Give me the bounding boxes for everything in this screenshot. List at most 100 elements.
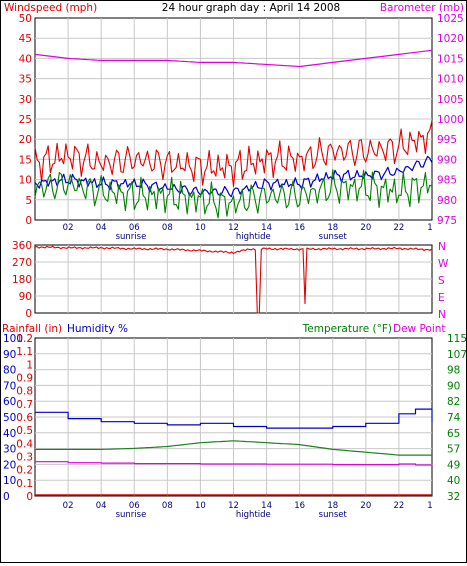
windspeed-tick-label: 10 [19, 175, 32, 187]
windspeed-tick-label: 45 [19, 33, 32, 45]
wind-hour-label: 04 [96, 223, 107, 233]
direction-degree-tick-label: 270 [12, 257, 32, 269]
wind-hour-label: 10 [195, 223, 206, 233]
temperature-tick-label: 49 [447, 459, 460, 471]
dewpoint-axis-title: Dew Point [393, 323, 446, 335]
humidity-tick-label: 40 [3, 428, 16, 440]
barometer-tick-label: 995 [437, 134, 457, 146]
barometer-line [34, 49, 433, 68]
temperature-tick-label: 74 [447, 412, 461, 424]
temperature-tick-label: 115 [447, 333, 466, 345]
windspeed-tick-label: 25 [19, 114, 32, 126]
climate-hour-label: 18 [327, 501, 338, 511]
climate-hour-label: 04 [96, 501, 107, 511]
wind-gust-line [34, 169, 433, 219]
temperature-axis-title: Temperature (°F) [302, 323, 392, 335]
humidity-line [35, 408, 433, 429]
windspeed-axis-title: Windspeed (mph) [4, 2, 97, 14]
direction-degree-tick-label: 90 [19, 291, 32, 303]
climate-event-label: sunset [319, 510, 348, 520]
windspeed-tick-label: 0 [25, 215, 32, 227]
humidity-tick-label: 70 [3, 380, 16, 392]
rainfall-tick-label: 1.2 [16, 333, 33, 345]
barometer-tick-label: 990 [437, 154, 457, 166]
rainfall-tick-label: 0.5 [16, 425, 33, 437]
humidity-tick-label: 0 [3, 491, 10, 503]
wind-hour-label: 14 [261, 223, 272, 233]
rainfall-tick-label: 0.4 [16, 438, 33, 450]
wind-hour-label: 08 [162, 223, 173, 233]
wind-event-label: sunrise [116, 232, 147, 242]
windspeed-tick-label: 20 [19, 134, 32, 146]
direction-compass-tick-label: N [438, 241, 446, 253]
climate-hour-label: 22 [394, 501, 405, 511]
temperature-tick-label: 65 [447, 428, 460, 440]
humidity-axis-title: Humidity % [67, 323, 128, 335]
wind-hour-label: 1 [427, 223, 432, 233]
wind-direction-line [34, 245, 433, 314]
rainfall-tick-label: 0.9 [16, 373, 33, 385]
wind-speed-line [34, 120, 433, 187]
humidity-tick-label: 10 [3, 475, 16, 487]
windspeed-tick-label: 15 [19, 154, 32, 166]
wind-hour-label: 02 [63, 223, 74, 233]
rainfall-axis-title: Rainfall (in) [2, 323, 62, 335]
barometer-tick-label: 1015 [437, 53, 464, 65]
temperature-line [35, 440, 432, 456]
climate-hour-label: 06 [129, 501, 140, 511]
wind-hour-label: 22 [394, 223, 405, 233]
temperature-tick-label: 98 [447, 365, 460, 377]
barometer-tick-label: 985 [437, 175, 457, 187]
direction-compass-tick-label: S [438, 275, 445, 287]
direction-compass-tick-label: W [438, 258, 449, 270]
direction-degree-tick-label: 0 [25, 308, 32, 320]
wind-hour-label: 16 [294, 223, 305, 233]
rainfall-tick-label: 0.6 [16, 412, 33, 424]
rainfall-tick-label: 0.1 [16, 478, 33, 490]
climate-hour-label: 1 [427, 501, 432, 511]
rainfall-tick-label: 0.8 [16, 386, 33, 398]
wind-hour-label: 18 [327, 223, 338, 233]
rainfall-tick-label: 1 [26, 359, 33, 371]
dewpoint-line [35, 461, 433, 466]
windspeed-tick-label: 35 [19, 74, 32, 86]
humidity-tick-label: 60 [3, 396, 16, 408]
windspeed-tick-label: 30 [19, 94, 32, 106]
rainfall-tick-label: 1.1 [16, 346, 33, 358]
climate-event-label: hightide [236, 510, 271, 520]
rainfall-tick-label: 0 [26, 491, 33, 503]
climate-hour-label: 08 [162, 501, 173, 511]
climate-hour-label: 12 [228, 501, 239, 511]
temperature-tick-label: 107 [447, 349, 466, 361]
barometer-tick-label: 1020 [437, 33, 464, 45]
barometer-tick-label: 980 [437, 195, 457, 207]
wind-event-label: hightide [236, 232, 271, 242]
climate-event-label: sunrise [116, 510, 147, 520]
humidity-tick-label: 100 [3, 333, 23, 345]
windspeed-tick-label: 50 [19, 13, 32, 25]
windspeed-tick-label: 40 [19, 53, 32, 65]
temperature-tick-label: 40 [447, 475, 460, 487]
climate-hour-label: 02 [63, 501, 74, 511]
temperature-tick-label: 82 [447, 396, 460, 408]
barometer-tick-label: 1025 [437, 13, 464, 25]
rainfall-tick-label: 0.3 [16, 452, 33, 464]
wind-hour-label: 20 [360, 223, 371, 233]
wind-hour-label: 06 [129, 223, 140, 233]
barometer-tick-label: 1000 [437, 114, 464, 126]
direction-compass-tick-label: E [438, 292, 445, 304]
windspeed-tick-label: 5 [25, 195, 32, 207]
temperature-tick-label: 32 [447, 491, 460, 503]
wind-average-line [34, 155, 433, 198]
rainfall-tick-label: 0.7 [16, 399, 33, 411]
wind-event-label: sunset [319, 232, 348, 242]
rainfall-tick-label: 0.2 [16, 465, 33, 477]
barometer-tick-label: 1005 [437, 94, 464, 106]
barometer-tick-label: 1010 [437, 74, 464, 86]
humidity-tick-label: 20 [3, 459, 16, 471]
barometer-axis-title: Barometer (mb) [380, 2, 464, 14]
humidity-tick-label: 90 [3, 349, 16, 361]
wind-hour-label: 12 [228, 223, 239, 233]
